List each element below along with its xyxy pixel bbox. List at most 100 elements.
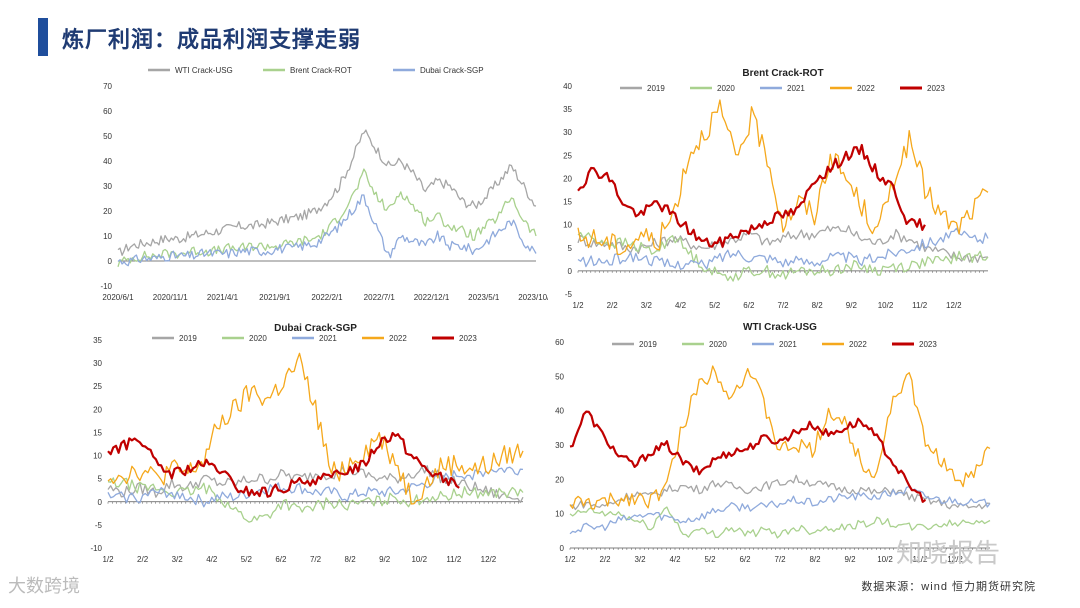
x-tick-label: 5/2 (241, 555, 253, 564)
series-line-2023 (107, 431, 460, 498)
y-tick-label: 30 (555, 441, 564, 450)
x-tick-label: 10/2 (878, 301, 894, 310)
y-tick-label: 30 (563, 128, 572, 137)
x-tick-label: 11/2 (913, 555, 929, 564)
x-tick-label: 7/2 (774, 555, 786, 564)
x-tick-label: 3/2 (641, 301, 653, 310)
y-tick-label: 40 (103, 157, 112, 166)
x-tick-label: 2020/11/1 (153, 293, 189, 302)
y-tick-label: 25 (93, 382, 102, 391)
x-tick-label: 2/2 (607, 301, 619, 310)
y-tick-label: 20 (93, 405, 102, 414)
series-line-2022 (107, 352, 524, 505)
x-tick-label: 2021/4/1 (207, 293, 239, 302)
x-tick-label: 10/2 (411, 555, 427, 564)
y-tick-label: 60 (555, 338, 564, 347)
chart-bottom-right: WTI Crack-USG 2019 2020 2021 2022 2023 60 50 40 3… (555, 322, 991, 564)
y-tick-label: 10 (555, 510, 564, 519)
y-tick-label: 50 (103, 132, 112, 141)
x-tick-label: 1/2 (572, 301, 584, 310)
x-tick-label: 7/2 (310, 555, 322, 564)
x-tick-label: 9/2 (844, 555, 856, 564)
legend-label: 2023 (919, 340, 937, 349)
series-line-2021 (569, 485, 991, 535)
x-tick-label: 7/2 (777, 301, 789, 310)
y-tick-label: 40 (555, 407, 564, 416)
x-tick-label: 4/2 (206, 555, 218, 564)
page-title: 炼厂利润：成品利润支撑走弱 (62, 27, 362, 52)
y-tick-label: 40 (563, 82, 572, 91)
y-tick-label: 15 (563, 198, 572, 207)
x-tick-label: 1/2 (564, 555, 576, 564)
chart-bottom-left: Dubai Crack-SGP 2019 2020 2021 2022 2023 35 30 2… (90, 323, 524, 564)
x-tick-label: 6/2 (275, 555, 287, 564)
watermark-right: 知晓报告 (896, 538, 1001, 568)
x-tick-label: 11/2 (912, 301, 928, 310)
y-tick-label: 20 (563, 174, 572, 183)
y-tick-label: 35 (563, 105, 572, 114)
y-tick-label: 20 (555, 475, 564, 484)
y-tick-label: 10 (103, 232, 112, 241)
x-tick-label: 3/2 (634, 555, 646, 564)
data-source-note: 数据来源：wind 恒力期货研究院 (861, 581, 1036, 593)
y-tick-label: 35 (93, 336, 102, 345)
x-tick-label: 4/2 (675, 301, 687, 310)
x-tick-label: 10/2 (877, 555, 893, 564)
series-line-wti-crack-usg (117, 129, 537, 256)
title-accent-bar (38, 18, 48, 56)
y-tick-label: 5 (568, 244, 573, 253)
x-tick-label: 1/2 (102, 555, 114, 564)
legend-label: 2022 (389, 334, 407, 343)
series-line-dubai-crack-sgp (117, 194, 537, 267)
series-line-2022 (577, 99, 989, 256)
x-tick-label: 2020/6/1 (102, 293, 134, 302)
x-tick-label: 2022/12/1 (414, 293, 450, 302)
chart-title: Brent Crack-ROT (742, 68, 823, 79)
legend-label: 2020 (717, 84, 735, 93)
y-tick-label: 30 (93, 359, 102, 368)
x-tick-label: 2/2 (599, 555, 611, 564)
y-tick-label: 30 (103, 182, 112, 191)
x-tick-label: 2022/2/1 (311, 293, 343, 302)
legend-label: 2021 (787, 84, 805, 93)
series-line-2020 (577, 231, 989, 282)
y-tick-label: -5 (95, 521, 103, 530)
y-tick-label: 15 (93, 428, 102, 437)
x-tick-label: 12/2 (947, 555, 963, 564)
x-tick-label: 5/2 (704, 555, 716, 564)
chart-top-left: WTI Crack-USG Brent Crack-ROT Dubai Crack-… (100, 66, 548, 302)
y-tick-label: 50 (555, 372, 564, 381)
x-tick-label: 2023/10/1 (518, 293, 548, 302)
x-tick-label: 9/2 (846, 301, 858, 310)
y-tick-label: 0 (568, 267, 573, 276)
x-tick-label: 4/2 (669, 555, 681, 564)
y-tick-label: 5 (98, 475, 103, 484)
y-tick-label: -5 (565, 290, 573, 299)
series-line-2020 (569, 506, 991, 539)
y-tick-label: 0 (560, 544, 565, 553)
legend-label: 2019 (639, 340, 657, 349)
legend-label: 2020 (249, 334, 267, 343)
y-tick-label: 25 (563, 151, 572, 160)
series-line-2021 (107, 466, 524, 508)
legend-label: WTI Crack-USG (175, 66, 233, 75)
y-tick-label: 10 (563, 221, 572, 230)
y-tick-label: 70 (103, 82, 112, 91)
legend-label: 2023 (927, 84, 945, 93)
series-line-2023 (569, 410, 927, 503)
x-tick-label: 6/2 (739, 555, 751, 564)
y-tick-label: 60 (103, 107, 112, 116)
legend-label: Brent Crack-ROT (290, 66, 352, 75)
x-tick-label: 2/2 (137, 555, 149, 564)
legend-label: 2021 (319, 334, 337, 343)
series-line-2023 (577, 143, 926, 248)
series-line-2021 (577, 227, 989, 270)
x-tick-label: 8/2 (809, 555, 821, 564)
x-tick-label: 12/2 (481, 555, 497, 564)
x-tick-label: 3/2 (172, 555, 184, 564)
y-tick-label: -10 (90, 544, 102, 553)
chart-top-right: Brent Crack-ROT 2019 2020 2021 2022 2023 40 35 3… (563, 68, 989, 310)
legend-label: Dubai Crack-SGP (420, 66, 484, 75)
x-tick-label: 6/2 (743, 301, 755, 310)
y-tick-label: -10 (100, 282, 112, 291)
